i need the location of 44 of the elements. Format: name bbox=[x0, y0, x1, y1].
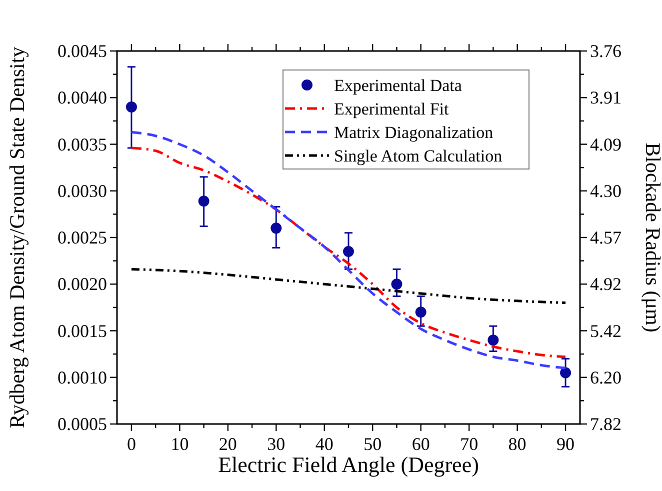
y-tick-label: 0.0045 bbox=[58, 41, 107, 61]
point bbox=[560, 367, 572, 378]
x-tick-label: 40 bbox=[315, 434, 334, 454]
point bbox=[126, 101, 137, 112]
x-tick-label: 10 bbox=[170, 434, 189, 454]
category-label: 4.57 bbox=[590, 228, 622, 248]
x-tick-label: 20 bbox=[218, 434, 237, 454]
category-label: 3.91 bbox=[590, 88, 622, 108]
point bbox=[198, 196, 210, 207]
point bbox=[415, 306, 426, 318]
point bbox=[270, 222, 282, 234]
legend-label: Matrix Diagonalization bbox=[334, 123, 494, 142]
x-tick-label: 90 bbox=[556, 434, 575, 454]
y2-axis-title: Blockade Radius (μm) bbox=[641, 142, 662, 332]
category-label: 4.92 bbox=[590, 274, 622, 294]
y-tick-label: 0.0035 bbox=[58, 134, 107, 154]
x-tick-label: 50 bbox=[364, 434, 382, 454]
category-label: 4.30 bbox=[590, 180, 622, 201]
legend-label: Experimental Data bbox=[334, 76, 462, 95]
x-tick-label: 60 bbox=[412, 434, 430, 454]
legend-label: Experimental Fit bbox=[334, 100, 449, 118]
y-tick-label: 0.0030 bbox=[58, 180, 107, 201]
category-label: 3.76 bbox=[590, 41, 622, 61]
category-label: 4.09 bbox=[590, 134, 622, 154]
category-label: 5.42 bbox=[590, 320, 622, 341]
y-tick-label: 0.0015 bbox=[58, 320, 107, 341]
category-label: 7.82 bbox=[590, 414, 622, 434]
point bbox=[343, 246, 354, 257]
y-tick-label: 0.0020 bbox=[58, 274, 107, 294]
point bbox=[391, 278, 402, 290]
x-tick-label: 70 bbox=[460, 434, 478, 454]
point bbox=[488, 334, 499, 346]
x-tick-label: 30 bbox=[267, 434, 286, 454]
category-label: 6.20 bbox=[590, 367, 622, 388]
x-tick-label: 0 bbox=[126, 434, 136, 454]
legend-label: Single Atom Calculation bbox=[334, 146, 503, 166]
y-tick-label: 0.0040 bbox=[58, 88, 107, 108]
y-tick-label: 0.0005 bbox=[58, 414, 107, 434]
y-tick-label: 0.0025 bbox=[58, 228, 107, 248]
x-axis-title: Electric Field Angle (Degree) bbox=[218, 452, 479, 477]
y-axis-title: Rydberg Atom Density/Ground State Density bbox=[5, 46, 29, 428]
y-tick-label: 0.0010 bbox=[58, 367, 107, 388]
x-tick-label: 80 bbox=[508, 434, 526, 454]
line-series bbox=[130, 268, 567, 304]
